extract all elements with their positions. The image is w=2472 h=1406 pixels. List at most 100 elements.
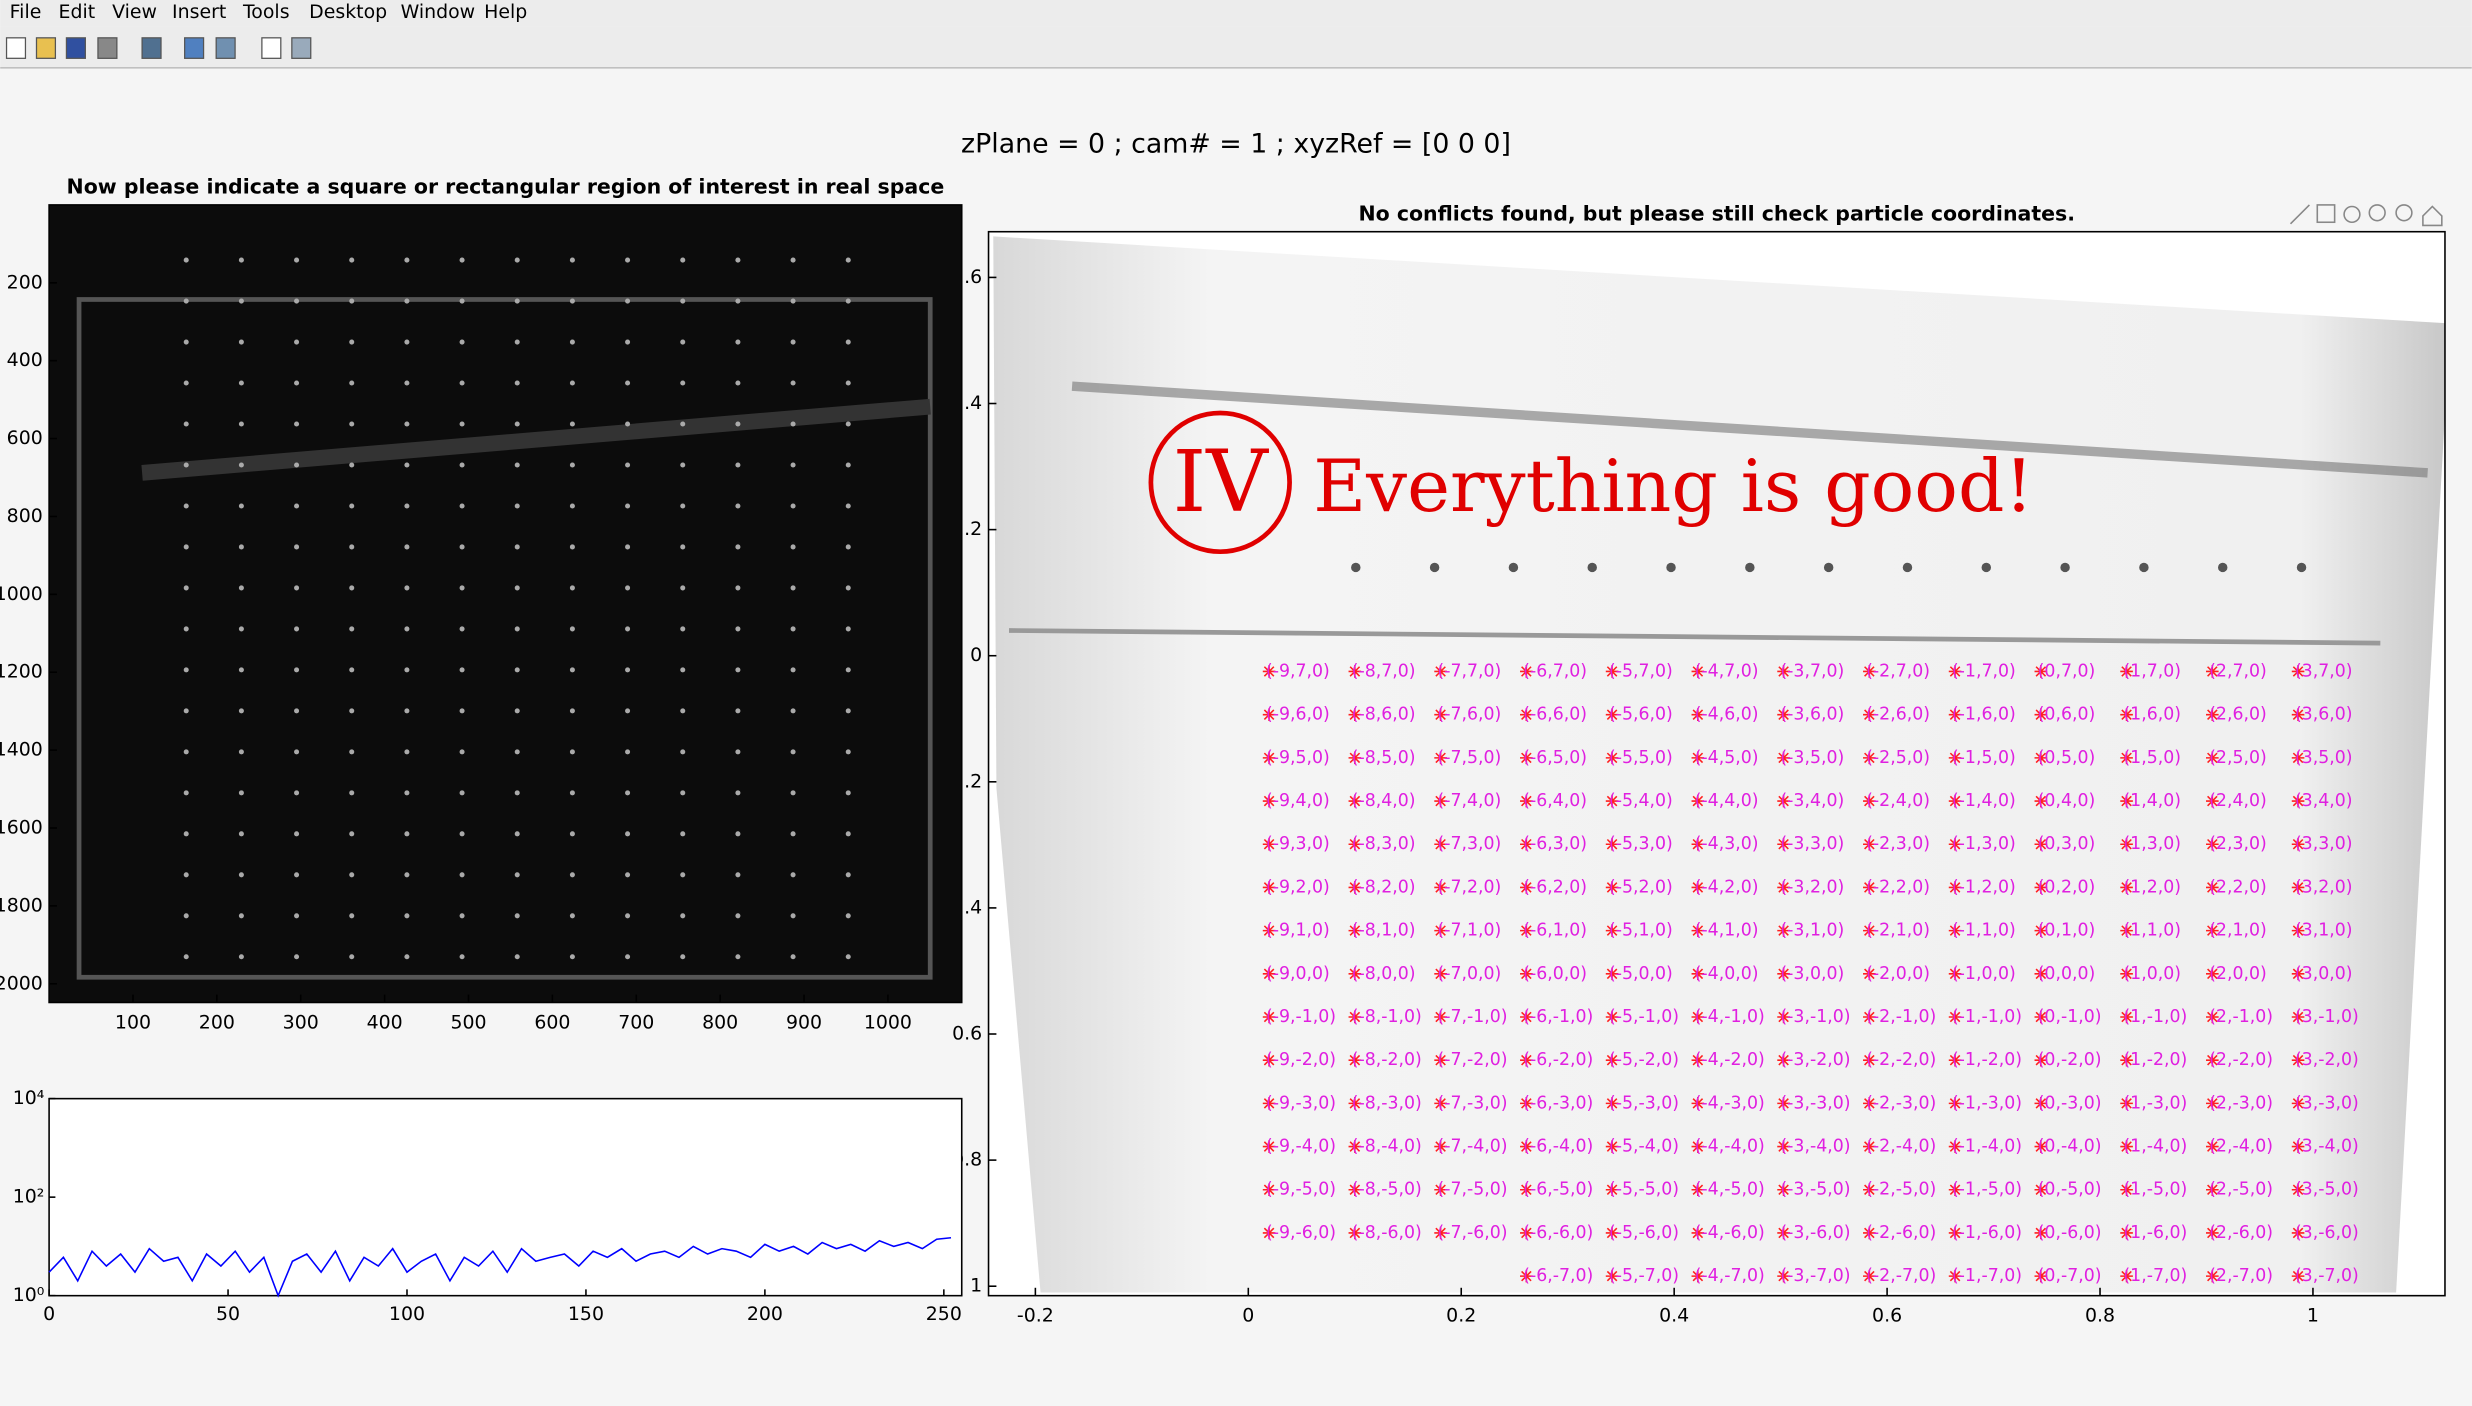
toolbar-button[interactable] [215, 37, 236, 59]
point-label: (-2,-3,0) [1866, 1093, 1936, 1113]
image-dot [680, 462, 686, 468]
image-dot [845, 339, 851, 345]
image-dot [625, 298, 631, 304]
toolbar-button[interactable] [141, 37, 162, 59]
image-dot [625, 257, 631, 263]
image-dot [459, 421, 465, 427]
image-dot [349, 585, 355, 591]
point-marker [1520, 1140, 1533, 1153]
point-marker [2206, 708, 2219, 721]
image-dot [514, 339, 520, 345]
zoom-in-icon[interactable] [2368, 204, 2386, 222]
image-dot [845, 872, 851, 878]
x-tick-label: 200 [747, 1303, 783, 1325]
point-label: (-5,6,0) [1609, 705, 1673, 725]
y-tick-label: 400 [7, 349, 43, 371]
y-tick-label: .6 [964, 266, 982, 288]
point-label: (-2,-6,0) [1866, 1223, 1936, 1243]
point-marker [2291, 924, 2305, 937]
pan-icon[interactable] [2343, 205, 2361, 224]
image-dot [404, 831, 410, 837]
point-label: (0,7,0) [2038, 661, 2096, 681]
x-tick-label: 0 [43, 1303, 55, 1325]
image-dot [625, 462, 631, 468]
image-dot [735, 954, 741, 960]
point-marker [1863, 1269, 1876, 1283]
y-tick-label: .4 [964, 392, 982, 414]
point-marker [2206, 967, 2219, 981]
menu-item[interactable]: Tools [242, 1, 290, 23]
image-dot [790, 298, 796, 304]
point-marker [1348, 1226, 1362, 1240]
menu-item[interactable]: View [112, 1, 157, 23]
point-marker [1863, 924, 1876, 937]
image-dot [459, 790, 465, 796]
image-dot [183, 790, 189, 796]
image-dot [790, 421, 796, 427]
menu-item[interactable]: File [10, 1, 42, 23]
edit-icon[interactable] [2289, 204, 2310, 225]
point-marker [1348, 837, 1362, 851]
menu-item[interactable]: Edit [59, 1, 96, 23]
image-dot [514, 421, 520, 427]
image-dot [625, 954, 631, 960]
toolbar-button[interactable] [5, 37, 27, 59]
point-label: (-2,2,0) [1866, 877, 1930, 897]
point-label: (-3,5,0) [1780, 748, 1844, 768]
point-label: (2,1,0) [2209, 921, 2267, 941]
point-marker [2034, 924, 2048, 937]
menu-item[interactable]: Desktop [309, 1, 387, 23]
image-dot [294, 667, 300, 673]
menu-item[interactable]: Window [401, 1, 476, 23]
point-label: (3,3,0) [2295, 834, 2353, 854]
point-marker [2206, 751, 2219, 765]
image-dot [349, 667, 355, 673]
point-label: (0,5,0) [2038, 748, 2096, 768]
point-label: (-5,-6,0) [1609, 1223, 1679, 1243]
x-tick-label: 700 [618, 1011, 654, 1033]
toolbar-button[interactable] [261, 37, 282, 59]
toolbar-button[interactable] [291, 37, 312, 59]
point-marker [1262, 1140, 1276, 1153]
point-label: (-4,-7,0) [1695, 1266, 1765, 1286]
image-dot [845, 749, 851, 755]
image-dot [349, 462, 355, 468]
point-marker [2120, 1140, 2133, 1153]
x-tick-label: 900 [786, 1011, 822, 1033]
insert-icon[interactable] [2316, 204, 2336, 224]
image-dot [735, 913, 741, 919]
image-edge [1009, 628, 2381, 646]
toolbar-button[interactable] [97, 37, 118, 59]
point-marker [1863, 881, 1876, 894]
point-label: (-3,-4,0) [1780, 1137, 1850, 1157]
image [993, 236, 2445, 1293]
image-dot [294, 831, 300, 837]
image-dot [238, 790, 244, 796]
home-icon[interactable] [2422, 205, 2443, 227]
point-label: (2,-6,0) [2209, 1223, 2273, 1243]
image-dot [183, 708, 189, 714]
point-marker [1691, 1053, 1705, 1067]
toolbar-button[interactable] [184, 37, 205, 59]
point-marker [1777, 1183, 1790, 1197]
image-dot [183, 749, 189, 755]
point-marker [2120, 837, 2133, 851]
point-marker [1434, 1183, 1447, 1197]
zoom-out-icon[interactable] [2395, 204, 2413, 222]
point-label: (0,-3,0) [2038, 1093, 2102, 1113]
point-marker [1948, 665, 1962, 678]
image-dot [238, 544, 244, 550]
point-label: (-5,-7,0) [1609, 1266, 1679, 1286]
point-label: (0,-7,0) [2038, 1266, 2102, 1286]
menu-item[interactable]: Help [484, 1, 527, 23]
point-marker [2291, 1226, 2305, 1240]
point-label: (-7,-6,0) [1437, 1223, 1507, 1243]
menu-item[interactable]: Insert [172, 1, 226, 23]
image-dot [625, 380, 631, 386]
toolbar-button[interactable] [35, 37, 57, 59]
point-marker [1863, 837, 1876, 851]
point-label: (-2,1,0) [1866, 921, 1930, 941]
point-marker [1777, 751, 1790, 765]
toolbar-button[interactable] [65, 37, 86, 59]
image-dot [238, 380, 244, 386]
